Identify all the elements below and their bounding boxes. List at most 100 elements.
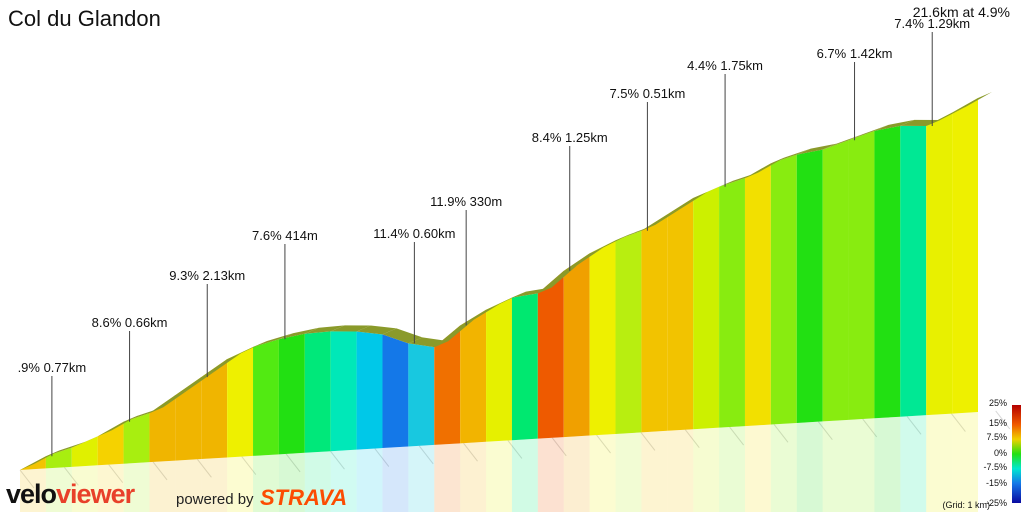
segment-reflection bbox=[719, 426, 745, 512]
segment-reflection bbox=[356, 448, 383, 512]
segment-reflection bbox=[253, 454, 279, 512]
ridge-segment bbox=[900, 119, 941, 127]
annotation-label: 8.4% 1.25km bbox=[532, 130, 608, 145]
segment-reflection bbox=[615, 432, 642, 512]
veloviewer-logo[interactable]: veloviewer bbox=[6, 479, 135, 510]
scale-tick-label: 0% bbox=[993, 448, 1007, 458]
gradient-segment bbox=[641, 214, 668, 433]
gradient-segment bbox=[719, 178, 745, 428]
segment-reflection bbox=[667, 429, 694, 512]
gradient-segment bbox=[900, 125, 927, 417]
ridge-segment bbox=[719, 172, 759, 187]
gradient-segment bbox=[511, 293, 538, 441]
segment-reflection bbox=[304, 451, 331, 512]
grid-line bbox=[640, 432, 656, 451]
segment-reflection bbox=[149, 460, 176, 512]
grid-line bbox=[330, 450, 345, 470]
gradient-segment bbox=[408, 343, 435, 447]
segment-reflection bbox=[175, 459, 202, 512]
ridge-segment bbox=[667, 192, 708, 215]
profile-ridge bbox=[20, 92, 992, 470]
grid-line bbox=[862, 418, 878, 438]
annotation-label: 11.4% 0.60km bbox=[373, 226, 455, 241]
gradient-segment bbox=[770, 154, 797, 425]
ridge-segment bbox=[460, 303, 501, 326]
segment-reflection bbox=[796, 421, 823, 512]
grid-line bbox=[63, 467, 79, 486]
climb-summary: 21.6km at 4.9% bbox=[912, 4, 1010, 20]
scale-tick-label: -15% bbox=[985, 478, 1007, 488]
ridge-segment bbox=[952, 92, 992, 113]
logo-velo: velo bbox=[6, 479, 57, 509]
grid-line bbox=[596, 434, 611, 454]
gradient-segments bbox=[20, 98, 978, 512]
segment-reflection bbox=[770, 422, 797, 512]
gradient-segment bbox=[693, 186, 720, 430]
segment-reflection bbox=[822, 419, 849, 512]
strava-logo[interactable]: STRAVA bbox=[260, 485, 348, 510]
gradient-segment bbox=[304, 331, 331, 453]
gradient-segment bbox=[589, 240, 616, 436]
gradient-color-bar bbox=[1012, 405, 1021, 503]
annotation-label: 7.6% 414m bbox=[252, 228, 318, 243]
annotation-label: 4.4% 1.75km bbox=[687, 58, 763, 73]
powered-by-text: powered by bbox=[176, 491, 254, 508]
chart-title: Col du Glandon bbox=[8, 6, 161, 31]
ridge-segment bbox=[253, 333, 293, 347]
gradient-segment bbox=[175, 377, 202, 461]
ridge-segment bbox=[330, 325, 371, 332]
gradient-segment bbox=[848, 130, 875, 420]
scale-tick-label: 7.5% bbox=[986, 432, 1007, 442]
grid-line bbox=[773, 424, 789, 443]
gradient-segment bbox=[537, 270, 564, 439]
segment-reflection bbox=[563, 435, 590, 512]
segment-reflection bbox=[278, 452, 305, 512]
grid-line bbox=[108, 464, 124, 483]
segment-reflection bbox=[537, 437, 564, 512]
grid-line bbox=[995, 410, 1011, 430]
gradient-segment bbox=[615, 230, 642, 434]
segment-reflection bbox=[486, 440, 512, 512]
grid-line bbox=[817, 421, 833, 440]
scale-tick-label: 25% bbox=[988, 398, 1007, 408]
grid-line bbox=[197, 458, 212, 478]
scale-tick-label: 15% bbox=[988, 418, 1007, 428]
ridge-segment bbox=[382, 328, 423, 344]
annotation-label: 7.4% 1.29km bbox=[894, 16, 970, 31]
grid-line bbox=[152, 461, 168, 481]
segment-reflection bbox=[330, 449, 357, 512]
annotation-label: 7.5% 0.51km bbox=[609, 86, 685, 101]
segment-reflection bbox=[926, 413, 953, 512]
ridge-segment bbox=[874, 119, 915, 131]
ridge-segment bbox=[356, 325, 397, 335]
segment-reflection bbox=[952, 412, 978, 512]
segment-reflection bbox=[693, 427, 720, 512]
gradient-segment bbox=[97, 421, 124, 466]
annotation-label: 6.7% 1.42km bbox=[817, 46, 893, 61]
ground-grid bbox=[19, 410, 1011, 489]
grid-line bbox=[950, 413, 966, 432]
scale-tick-label: -25% bbox=[985, 498, 1007, 508]
grid-note: (Grid: 1 km) bbox=[942, 500, 990, 510]
gradient-segment bbox=[45, 447, 72, 469]
grid-line bbox=[551, 437, 567, 457]
gradient-segment bbox=[278, 333, 305, 455]
annotation-leaders bbox=[51, 32, 933, 457]
annotation-label: 11.9% 330m bbox=[430, 194, 502, 209]
gradient-segment bbox=[926, 112, 953, 416]
gradient-segment bbox=[356, 331, 383, 450]
grid-line bbox=[418, 445, 434, 465]
ridge-segment bbox=[434, 319, 475, 348]
annotation-label: 8.6% 0.66km bbox=[92, 315, 168, 330]
scale-tick-label: -7.5% bbox=[983, 462, 1007, 472]
gradient-segment bbox=[952, 98, 978, 414]
grid-line bbox=[374, 448, 390, 467]
gradient-segment bbox=[434, 325, 461, 445]
gradient-segment bbox=[744, 163, 771, 427]
gradient-segment bbox=[201, 359, 228, 460]
gradient-segment bbox=[486, 297, 512, 442]
gradient-color-scale bbox=[1012, 405, 1021, 503]
ridge-segment bbox=[848, 124, 889, 141]
gradient-segment bbox=[563, 253, 590, 438]
